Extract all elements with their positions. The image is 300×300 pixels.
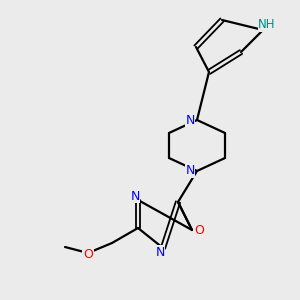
Text: NH: NH bbox=[258, 19, 276, 32]
Text: N: N bbox=[130, 190, 140, 202]
Text: O: O bbox=[83, 248, 93, 260]
Text: N: N bbox=[155, 245, 165, 259]
Text: N: N bbox=[185, 164, 195, 178]
Text: O: O bbox=[194, 224, 204, 236]
Text: N: N bbox=[185, 113, 195, 127]
